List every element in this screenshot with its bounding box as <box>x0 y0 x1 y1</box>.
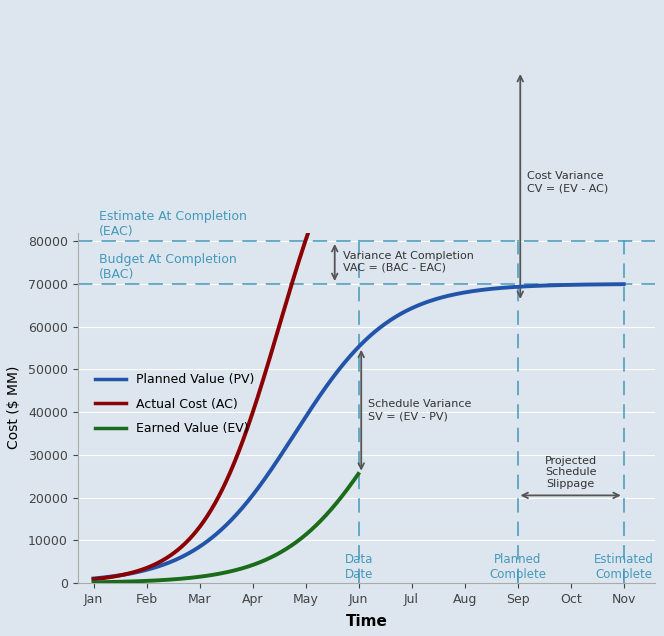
X-axis label: Time: Time <box>345 614 388 629</box>
Text: Cost Variance
CV = (EV - AC): Cost Variance CV = (EV - AC) <box>527 172 608 193</box>
Text: Planned
Complete: Planned Complete <box>489 553 546 581</box>
Text: Estimated
Complete: Estimated Complete <box>594 553 653 581</box>
Legend: Planned Value (PV), Actual Cost (AC), Earned Value (EV): Planned Value (PV), Actual Cost (AC), Ea… <box>90 368 259 440</box>
Text: Data
Date: Data Date <box>345 553 373 581</box>
Text: Budget At Completion
(BAC): Budget At Completion (BAC) <box>99 253 236 281</box>
Text: Variance At Completion
VAC = (BAC - EAC): Variance At Completion VAC = (BAC - EAC) <box>343 251 473 272</box>
Text: Estimate At Completion
(EAC): Estimate At Completion (EAC) <box>99 210 247 238</box>
Text: Projected
Schedule
Slippage: Projected Schedule Slippage <box>544 456 597 489</box>
Text: Schedule Variance
SV = (EV - PV): Schedule Variance SV = (EV - PV) <box>368 399 471 421</box>
Y-axis label: Cost ($ MM): Cost ($ MM) <box>7 366 21 450</box>
